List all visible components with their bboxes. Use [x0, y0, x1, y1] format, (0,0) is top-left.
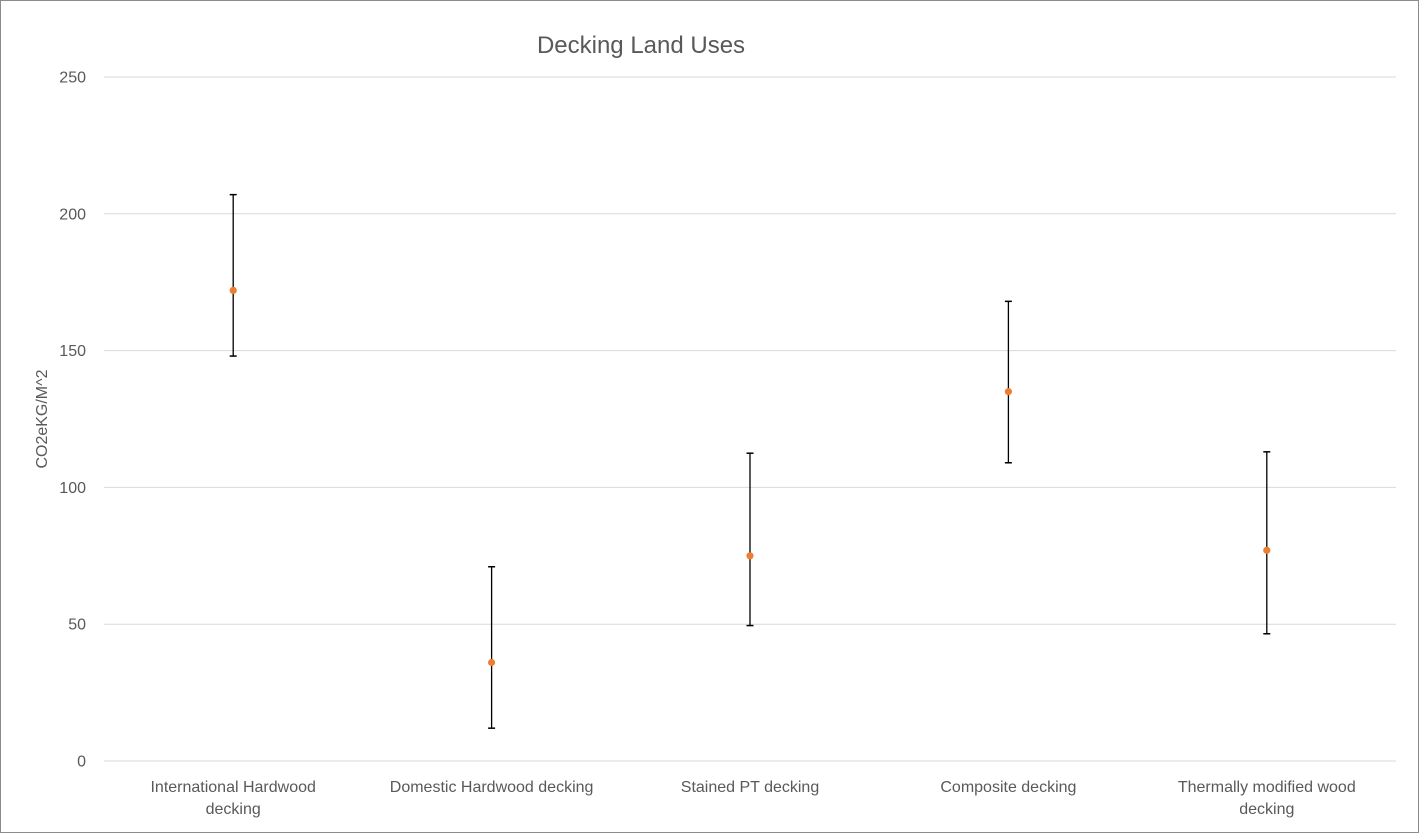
category-labels: International Hardwood decking Domestic Ha… [150, 779, 1355, 818]
data-point [229, 286, 237, 295]
error-bars [229, 193, 1271, 729]
y-tick-label: 50 [68, 617, 86, 634]
y-tick-label: 100 [59, 480, 86, 497]
category-label: Thermally modified wood decking [1178, 779, 1356, 818]
y-tick-label: 0 [77, 754, 86, 771]
gridlines [104, 76, 1396, 762]
data-point [1004, 388, 1013, 396]
data-point [746, 552, 754, 560]
y-tick-label: 150 [59, 343, 86, 360]
data-point [1263, 546, 1271, 554]
y-tick-label: 200 [59, 206, 86, 223]
y-axis-title: CO2eKG/M^2 [34, 369, 51, 468]
chart-title: Decking Land Uses [537, 32, 745, 59]
data-point [488, 658, 496, 667]
category-label: International Hardwood decking [150, 779, 315, 818]
y-tick-labels: 0 50 100 150 200 250 [59, 70, 86, 771]
category-label: Domestic Hardwood decking [390, 779, 594, 796]
y-tick-label: 250 [59, 70, 86, 87]
data-points [229, 286, 1271, 667]
category-label: Composite decking [940, 779, 1076, 796]
category-label: Stained PT decking [681, 779, 819, 796]
